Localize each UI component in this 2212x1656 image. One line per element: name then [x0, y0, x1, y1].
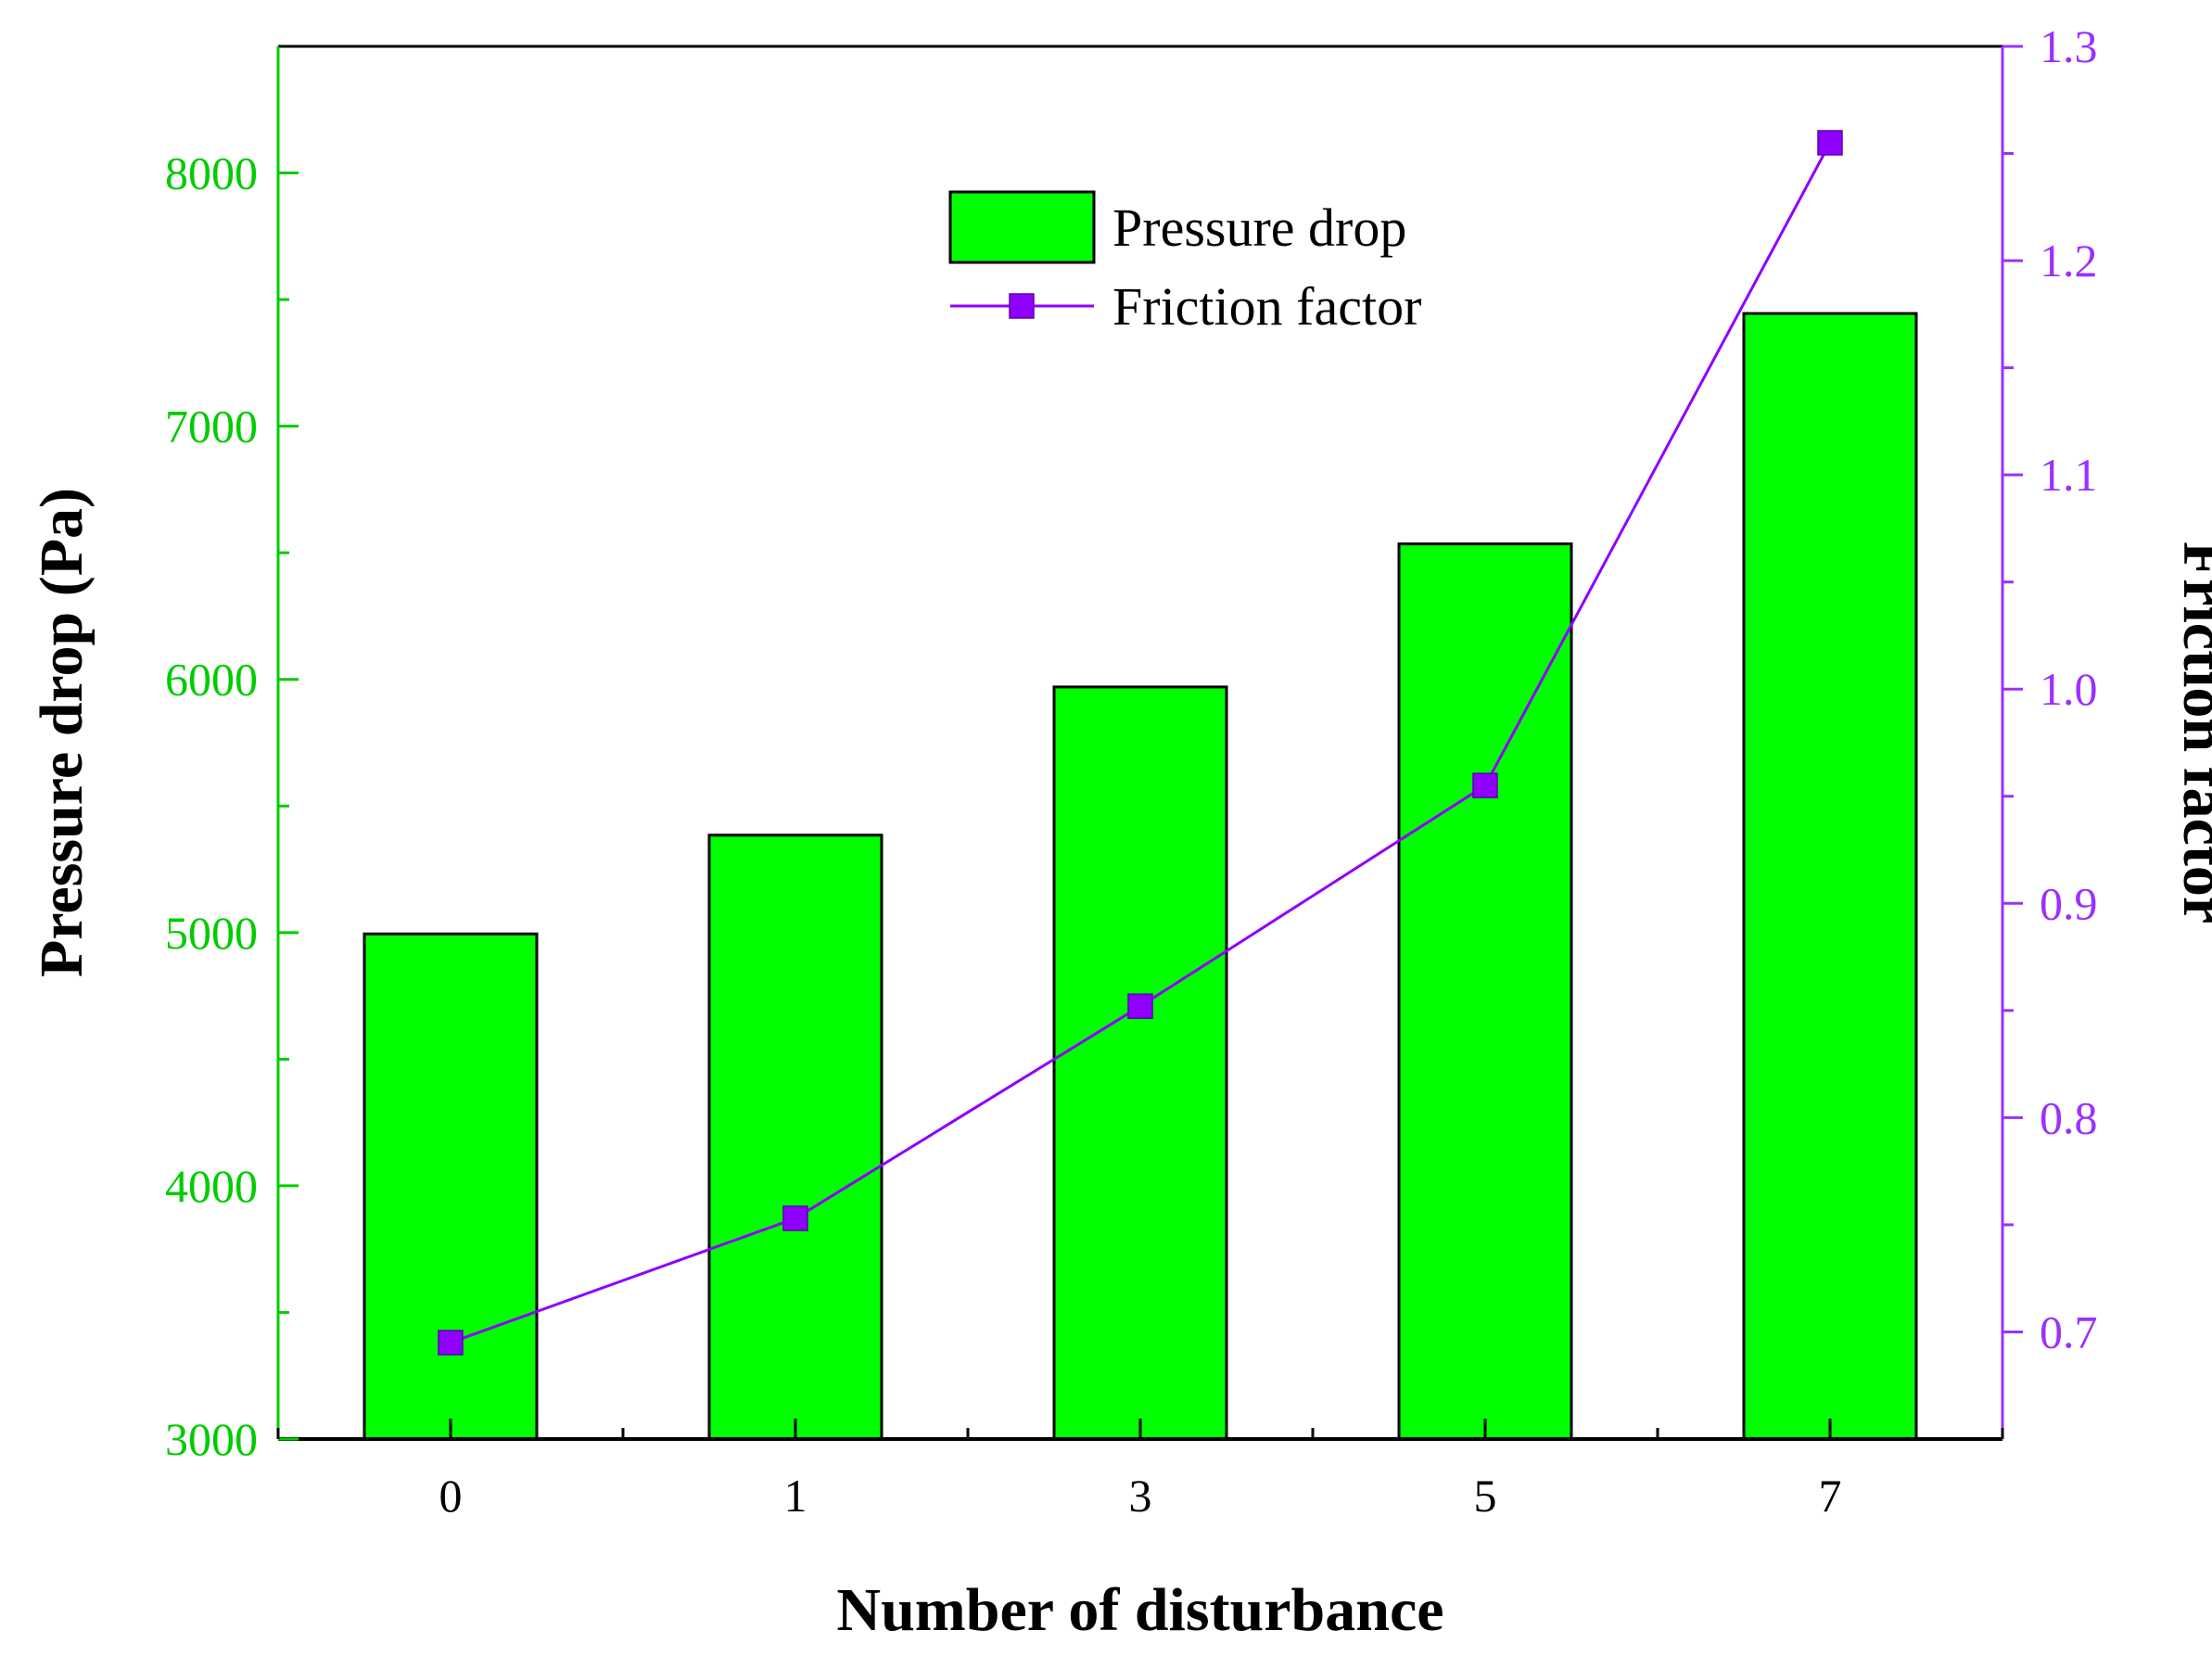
left-tick-label: 7000 [165, 401, 258, 452]
left-tick-label: 4000 [165, 1160, 258, 1212]
bar-3 [1052, 685, 1228, 1441]
friction-point-1 [782, 1205, 808, 1231]
x-tick-label: 5 [1474, 1470, 1497, 1522]
friction-point-5 [1472, 772, 1498, 798]
legend: Pressure drop Friction factor [948, 190, 1421, 337]
bar-7 [1742, 312, 1918, 1441]
friction-point-0 [438, 1330, 464, 1356]
left-tick-label: 8000 [165, 147, 258, 199]
friction-point-7 [1817, 130, 1843, 156]
friction-line-layer [438, 130, 1843, 1356]
left-y-axis-title: Pressure drop (Pa) [28, 488, 95, 977]
x-axis-title: Number of disturbance [836, 1576, 1443, 1644]
legend-bar-swatch [948, 190, 1096, 264]
x-tick-label: 7 [1819, 1470, 1842, 1522]
axis-titles: Number of disturbance Pressure drop (Pa)… [28, 488, 2212, 1644]
legend-pressure-drop-label: Pressure drop [1112, 197, 1406, 258]
bar-5 [1397, 542, 1573, 1441]
right-y-axis-title: Friction factor [2170, 541, 2212, 924]
right-tick-label: 1.1 [2040, 449, 2098, 501]
x-tick-label: 1 [784, 1470, 807, 1522]
right-tick-label: 1.2 [2040, 235, 2098, 287]
right-tick-label: 1.0 [2040, 663, 2098, 715]
right-tick-label: 1.3 [2040, 20, 2098, 72]
left-tick-label: 3000 [165, 1413, 258, 1465]
right-tick-label: 0.9 [2040, 877, 2098, 929]
right-tick-label: 0.7 [2040, 1306, 2098, 1357]
axes-layer: 3000 4000 5000 6000 7000 8000 0.7 0.8 0.9 1.0 1.1 1… [165, 20, 2098, 1522]
x-tick-label: 3 [1129, 1470, 1152, 1522]
legend-friction-factor-label: Friction factor [1112, 276, 1421, 337]
bar-0 [362, 932, 539, 1441]
left-tick-label: 6000 [165, 654, 258, 706]
legend-line-marker [1009, 293, 1035, 319]
x-tick-label: 0 [439, 1470, 463, 1522]
bar-1 [707, 834, 884, 1441]
friction-point-3 [1127, 993, 1153, 1019]
left-tick-label: 5000 [165, 907, 258, 959]
right-tick-label: 0.8 [2040, 1091, 2098, 1143]
bars-layer [362, 312, 1918, 1441]
